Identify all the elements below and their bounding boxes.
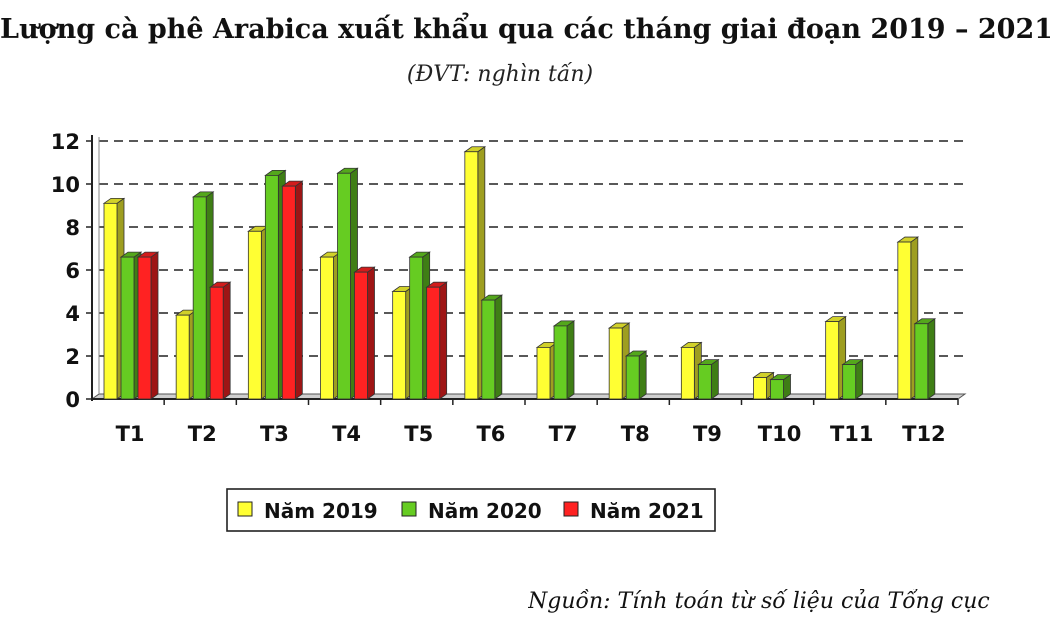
- x-tick-label: T1: [116, 422, 145, 446]
- bar: [208, 281, 232, 400]
- bar-front: [770, 379, 784, 400]
- bar-front: [137, 256, 152, 400]
- bar: [480, 294, 504, 400]
- bar-front: [175, 314, 190, 400]
- source-note: Nguồn: Tính toán từ số liệu của Tổng cục: [528, 589, 990, 614]
- bar: [425, 281, 448, 400]
- legend-label: Năm 2021: [590, 499, 704, 523]
- bar-front: [914, 323, 929, 400]
- bar: [353, 266, 376, 400]
- x-tick-label: T9: [693, 422, 722, 446]
- bar-front: [426, 286, 441, 400]
- bar-side: [439, 281, 448, 400]
- gridlines: [99, 140, 965, 357]
- bar: [841, 358, 864, 400]
- bar: [896, 236, 920, 400]
- bar-front: [753, 377, 767, 400]
- bar-side: [638, 350, 647, 400]
- legend: Năm 2019 Năm 2020 Năm 2021: [226, 488, 716, 532]
- bar-side: [710, 358, 719, 400]
- bar-front: [553, 325, 568, 400]
- bar: [102, 197, 126, 400]
- x-tick-label: T5: [404, 422, 433, 446]
- bar: [264, 169, 287, 400]
- bar-front: [481, 299, 496, 400]
- x-tick-label: T12: [902, 422, 946, 446]
- y-tick-label: 6: [65, 259, 80, 283]
- bar-front: [337, 172, 351, 400]
- bar-front: [192, 196, 207, 400]
- x-tick-label: T11: [830, 422, 874, 446]
- bar-side: [367, 266, 375, 400]
- legend-swatch: [401, 501, 417, 517]
- x-tick-label: T3: [260, 422, 289, 446]
- bar-front: [209, 286, 224, 400]
- bar-front: [354, 271, 368, 400]
- bar-side: [294, 180, 303, 400]
- axes: [86, 135, 967, 405]
- bar-front: [409, 256, 424, 400]
- bar-front: [608, 327, 623, 400]
- bar-side: [150, 251, 159, 400]
- bar-front: [897, 241, 912, 400]
- bar-side: [494, 294, 503, 400]
- bar: [281, 180, 304, 400]
- bar-side: [222, 281, 231, 400]
- y-tick-label: 2: [65, 345, 80, 369]
- chart-title: Lượng cà phê Arabica xuất khẩu qua các t…: [0, 14, 1050, 45]
- bar-side: [855, 358, 864, 400]
- legend-swatch: [563, 501, 579, 517]
- x-tick-label: T10: [758, 422, 802, 446]
- tick-labels: 0 2 4 6 8 10 12 T1 T2 T3 T4 T5 T6 T7 T8 T9 T10 T11 T12: [51, 130, 946, 446]
- bar: [769, 373, 792, 400]
- bar-front: [264, 174, 279, 400]
- bar-chart: 0 2 4 6 8 10 12 T1 T2 T3 T4 T5 T6 T7 T8 T9 T10 T11 T12 Năm…: [51, 130, 967, 532]
- bar-front: [247, 230, 262, 400]
- y-tick-label: 8: [65, 216, 80, 240]
- bar-front: [120, 256, 135, 400]
- bar-front: [392, 291, 407, 400]
- bar: [913, 317, 937, 400]
- x-tick-label: T8: [621, 422, 650, 446]
- legend-label: Năm 2019: [264, 499, 378, 523]
- y-tick-label: 12: [51, 130, 80, 154]
- bar-front: [281, 185, 296, 400]
- bar-side: [927, 317, 936, 400]
- bar-front: [697, 364, 712, 400]
- x-tick-label: T2: [188, 422, 217, 446]
- x-tick-label: T7: [549, 422, 578, 446]
- bar-front: [103, 202, 118, 400]
- bar: [697, 358, 720, 400]
- bar-front: [680, 346, 695, 400]
- x-tick-label: T4: [332, 422, 361, 446]
- bar-front: [536, 346, 551, 400]
- bar-front: [464, 151, 479, 400]
- chart-subtitle: (ĐVT: nghìn tấn): [406, 62, 594, 87]
- bar: [136, 251, 160, 400]
- bar: [463, 145, 487, 400]
- bar-front: [825, 321, 840, 400]
- legend-swatch: [237, 501, 253, 517]
- x-tick-label: T6: [476, 422, 505, 446]
- bar-side: [566, 320, 575, 400]
- bar: [624, 350, 648, 400]
- legend-label: Năm 2020: [428, 499, 542, 523]
- y-tick-label: 0: [65, 388, 80, 412]
- y-tick-label: 4: [65, 302, 80, 326]
- y-tick-label: 10: [51, 173, 80, 197]
- bar: [552, 320, 576, 400]
- bar-front: [842, 364, 857, 400]
- bar-front: [320, 256, 334, 400]
- bars: [102, 145, 937, 400]
- bar-front: [625, 355, 640, 400]
- legend-box: [226, 488, 716, 532]
